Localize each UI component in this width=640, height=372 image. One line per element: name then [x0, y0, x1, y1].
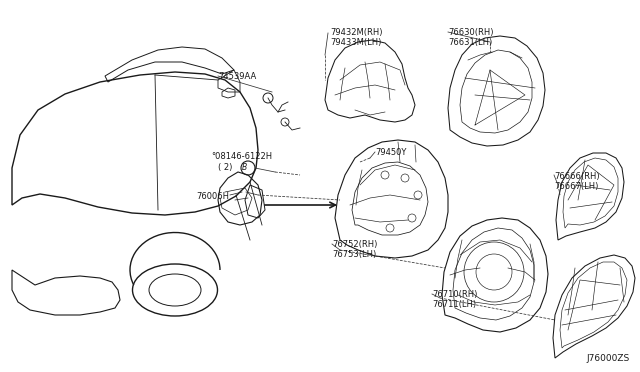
Text: 79450Y: 79450Y: [375, 148, 406, 157]
Text: 76631(LH): 76631(LH): [448, 38, 492, 47]
Text: B: B: [241, 164, 246, 173]
Text: 76753(LH): 76753(LH): [332, 250, 376, 259]
Text: 76752(RH): 76752(RH): [332, 240, 378, 249]
Text: 76667(LH): 76667(LH): [554, 182, 598, 191]
Text: 79433M(LH): 79433M(LH): [330, 38, 381, 47]
Text: 76630(RH): 76630(RH): [448, 28, 493, 37]
Text: ( 2): ( 2): [218, 163, 232, 172]
Text: 76711(LH): 76711(LH): [432, 300, 476, 309]
Text: 74539AA: 74539AA: [218, 72, 256, 81]
Text: 76666(RH): 76666(RH): [554, 172, 600, 181]
Text: 79432M(RH): 79432M(RH): [330, 28, 383, 37]
Text: 76710(RH): 76710(RH): [432, 290, 477, 299]
Text: J76000ZS: J76000ZS: [586, 354, 629, 363]
Text: 76006H: 76006H: [196, 192, 229, 201]
Text: °08146-6122H: °08146-6122H: [211, 152, 272, 161]
